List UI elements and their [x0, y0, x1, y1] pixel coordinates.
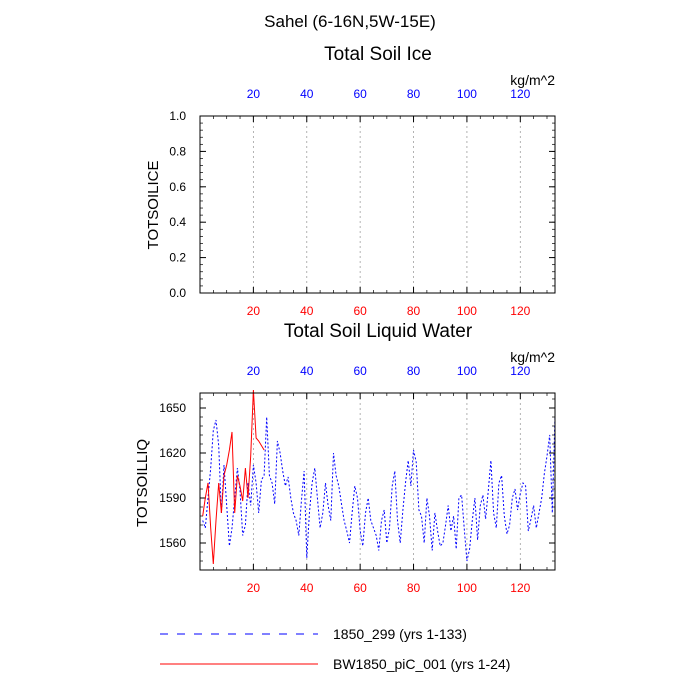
soil-ice-x-tick-label-bottom: 60	[353, 304, 367, 318]
soil-liquid-series-1850-299	[202, 415, 556, 562]
soil-ice-y-tick-label: 0.0	[169, 286, 186, 300]
soil-ice-ylabel: TOTSOILICE	[145, 161, 162, 250]
soil-liquid-x-tick-label-bottom: 40	[300, 581, 314, 595]
legend: 1850_299 (yrs 1-133) BW1850_piC_001 (yrs…	[160, 626, 510, 672]
soil-liquid-y-tick-label: 1620	[159, 446, 186, 460]
soil-liquid-x-tick-label-top: 100	[457, 364, 477, 378]
soil-ice-units: kg/m^2	[510, 72, 555, 88]
figure-title: Sahel (6-16N,5W-15E)	[264, 12, 436, 31]
soil-liquid-units: kg/m^2	[510, 349, 555, 365]
soil-ice-x-tick-label-bottom: 120	[510, 304, 530, 318]
soil-ice-ticks: 20 20 40 40 60 60 80 80 100 100 120 120 0.0 0.2 0.4 0.6…	[169, 87, 555, 318]
soil-liquid-x-tick-label-bottom: 120	[510, 581, 530, 595]
soil-ice-x-tick-label-top: 100	[457, 87, 477, 101]
soil-liquid-y-tick-label: 1650	[159, 401, 186, 415]
soil-liquid-x-tick-label-top: 20	[247, 364, 261, 378]
soil-liquid-x-tick-label-top: 60	[353, 364, 367, 378]
soil-liquid-x-tick-label-bottom: 60	[353, 581, 367, 595]
soil-liquid-ticks: 20 20 40 40 60 60 80 80 100 100 120 120 1560 1590 1620…	[159, 364, 555, 595]
soil-liquid-x-tick-label-top: 80	[407, 364, 421, 378]
soil-ice-x-tick-label-bottom: 20	[247, 304, 261, 318]
soil-ice-x-tick-label-top: 40	[300, 87, 314, 101]
soil-ice-panel: Total Soil Ice kg/m^2 TOTSOILICE 20 20 40 4…	[145, 44, 556, 318]
soil-liquid-series-bw1850-pic-001	[202, 389, 265, 565]
legend-label-bw1850: BW1850_piC_001 (yrs 1-24)	[333, 656, 510, 672]
soil-ice-plot-frame	[199, 115, 556, 294]
soil-ice-grid	[252, 116, 521, 293]
soil-liquid-x-tick-label-bottom: 80	[407, 581, 421, 595]
soil-ice-x-tick-label-bottom: 80	[407, 304, 421, 318]
soil-ice-x-tick-label-bottom: 100	[457, 304, 477, 318]
soil-liquid-y-tick-label: 1590	[159, 491, 186, 505]
soil-ice-y-tick-label: 1.0	[169, 109, 186, 123]
soil-ice-y-tick-label: 0.2	[169, 251, 186, 265]
soil-liquid-x-tick-label-bottom: 20	[247, 581, 261, 595]
soil-ice-y-tick-label: 0.6	[169, 180, 186, 194]
soil-liquid-series	[202, 389, 556, 565]
soil-ice-x-tick-label-top: 80	[407, 87, 421, 101]
soil-liquid-title: Total Soil Liquid Water	[284, 321, 473, 342]
soil-ice-y-tick-label: 0.8	[169, 144, 186, 158]
soil-ice-x-tick-label-top: 20	[247, 87, 261, 101]
soil-ice-y-tick-label: 0.4	[169, 215, 186, 229]
soil-liquid-grid	[252, 393, 521, 570]
soil-liquid-x-tick-label-top: 120	[510, 364, 530, 378]
soil-liquid-panel: Total Soil Liquid Water kg/m^2 TOTSOILLI…	[134, 321, 556, 595]
soil-ice-x-tick-label-top: 60	[353, 87, 367, 101]
soil-liquid-x-tick-label-top: 40	[300, 364, 314, 378]
soil-ice-title: Total Soil Ice	[324, 44, 432, 65]
soil-liquid-y-tick-label: 1560	[159, 536, 186, 550]
soil-liquid-ylabel: TOTSOILLIQ	[134, 439, 151, 527]
soil-liquid-x-tick-label-bottom: 100	[457, 581, 477, 595]
soil-liquid-plot-frame	[199, 392, 556, 571]
soil-ice-x-tick-label-bottom: 40	[300, 304, 314, 318]
soil-ice-x-tick-label-top: 120	[510, 87, 530, 101]
legend-label-1850-299: 1850_299 (yrs 1-133)	[333, 626, 467, 642]
